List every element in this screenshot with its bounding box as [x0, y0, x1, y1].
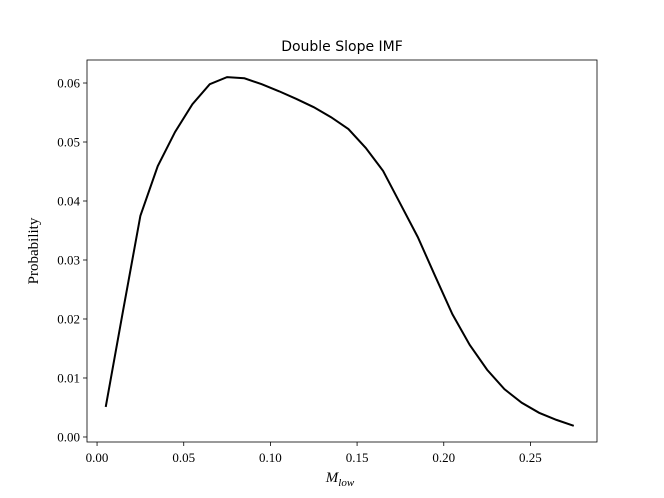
y-tick-label: 0.02 [57, 311, 80, 326]
x-tick-label: 0.05 [172, 450, 195, 465]
x-tick-label: 0.10 [259, 450, 282, 465]
y-tick-label: 0.04 [57, 194, 80, 209]
x-axis-label: Mlow [325, 470, 355, 489]
y-tick-label: 0.06 [57, 76, 80, 91]
y-axis-label: Probability [26, 217, 42, 284]
x-tick-label: 0.15 [346, 450, 369, 465]
chart-title: Double Slope IMF [281, 39, 403, 55]
plot-frame [86, 59, 598, 443]
y-tick-label: 0.00 [57, 429, 80, 444]
y-tick-label: 0.05 [57, 135, 80, 150]
data-line [104, 76, 575, 427]
x-axis-label-main: M [325, 470, 340, 486]
y-tick-label: 0.01 [57, 370, 80, 385]
x-tick-label: 0.25 [519, 450, 542, 465]
x-axis-label-subscript: low [338, 477, 355, 489]
x-tick-label: 0.20 [432, 450, 455, 465]
x-tick-label: 0.00 [86, 450, 109, 465]
y-tick-label: 0.03 [57, 252, 80, 267]
